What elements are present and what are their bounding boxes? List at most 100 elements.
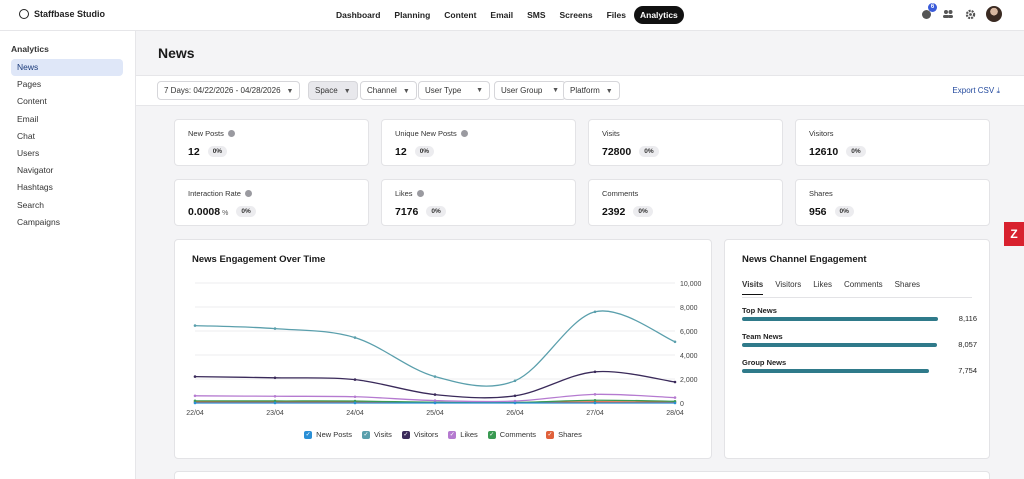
data-point-visitors[interactable] (673, 380, 677, 384)
data-point-likes[interactable] (193, 394, 197, 398)
data-point-visitors[interactable] (433, 393, 437, 396)
sidebar-item-navigator[interactable]: Navigator (17, 165, 54, 176)
sidebar-item-news[interactable]: News (11, 59, 123, 77)
users-icon[interactable] (942, 8, 954, 20)
sidebar-item-email[interactable]: Email (17, 113, 39, 124)
nav-email[interactable]: Email (490, 10, 514, 20)
nav-analytics[interactable]: Analytics (633, 6, 684, 24)
legend-item-shares[interactable]: ✓ Shares (546, 430, 582, 439)
data-point-visits[interactable] (513, 379, 517, 383)
change-badge: 0% (633, 206, 653, 217)
data-point-visitors[interactable] (353, 378, 357, 381)
stat-value: 12610 0% (809, 146, 866, 158)
avatar[interactable] (986, 6, 1002, 22)
data-point-comments[interactable] (593, 398, 597, 402)
sidebar-item-content[interactable]: Content (17, 96, 47, 107)
data-point-comments[interactable] (273, 399, 277, 403)
sidebar-item-users[interactable]: Users (17, 147, 40, 158)
channel-row[interactable]: Team News 8,057 (742, 332, 977, 358)
nav-planning[interactable]: Planning (394, 10, 431, 20)
info-icon[interactable] (416, 190, 424, 197)
space-filter[interactable]: Space ▼ (308, 81, 358, 100)
data-point-visits[interactable] (673, 340, 677, 344)
x-tick-label: 28/04 (666, 410, 684, 417)
data-point-new-posts[interactable] (193, 401, 197, 405)
change-badge: 0% (207, 146, 228, 157)
legend-item-comments[interactable]: ✓ Comments (487, 430, 536, 439)
tab-shares[interactable]: Shares (894, 280, 921, 289)
user-type-filter[interactable]: User Type ▼ (418, 81, 490, 100)
data-point-visitors[interactable] (593, 370, 597, 374)
data-point-new-posts[interactable] (273, 401, 277, 405)
data-point-likes[interactable] (593, 393, 597, 396)
sidebar-item-pages[interactable]: Pages (17, 79, 42, 90)
platform-filter[interactable]: Platform ▼ (563, 81, 620, 100)
info-icon[interactable] (244, 190, 252, 197)
sidebar-item-search[interactable]: Search (17, 199, 44, 210)
tab-likes[interactable]: Likes (813, 280, 832, 289)
data-point-visits[interactable] (593, 310, 597, 314)
gear-icon[interactable] (964, 8, 976, 20)
data-point-likes[interactable] (353, 395, 357, 399)
nav-dashboard[interactable]: Dashboard (336, 10, 381, 20)
sidebar-item-campaigns[interactable]: Campaigns (17, 216, 60, 227)
sidebar-item-hashtags[interactable]: Hashtags (17, 182, 53, 193)
data-point-visits[interactable] (193, 324, 197, 327)
data-point-visits[interactable] (433, 375, 437, 378)
data-point-visits[interactable] (353, 336, 357, 339)
data-point-likes[interactable] (513, 399, 517, 403)
filter-bar: 7 Days: 04/22/2026 - 04/28/2026 ▼ Space ▼ … (136, 75, 1024, 106)
date-range-filter[interactable]: 7 Days: 04/22/2026 - 04/28/2026 ▼ (157, 81, 301, 100)
nav-screens[interactable]: Screens (559, 10, 593, 20)
y-tick-label: 10,000 (680, 281, 702, 288)
sidebar-title: Analytics (11, 44, 49, 54)
data-point-visitors[interactable] (273, 376, 277, 380)
legend-item-visits[interactable]: ✓ Visits (362, 430, 392, 439)
channel-value: 7,754 (958, 366, 977, 375)
x-tick-label: 25/04 (426, 410, 444, 417)
stat-label: New Posts (188, 129, 235, 138)
data-point-comments[interactable] (353, 399, 357, 403)
data-point-visits[interactable] (273, 327, 277, 330)
data-point-likes[interactable] (673, 396, 677, 399)
export-csv-button[interactable]: Export CSV ⤓ (952, 86, 1000, 96)
tab-comments[interactable]: Comments (843, 280, 883, 289)
info-icon[interactable] (460, 130, 468, 137)
data-point-new-posts[interactable] (513, 401, 517, 405)
data-point-new-posts[interactable] (593, 401, 597, 405)
data-point-likes[interactable] (433, 399, 437, 402)
nav-sms[interactable]: SMS (527, 10, 546, 20)
stat-card-visitors: Visitors 12610 0% (795, 119, 990, 166)
tab-visits[interactable]: Visits (742, 280, 764, 295)
data-point-new-posts[interactable] (673, 401, 677, 405)
channel-filter[interactable]: Channel ▼ (360, 81, 417, 100)
nav-content[interactable]: Content (444, 10, 477, 20)
change-badge: 0% (639, 146, 659, 157)
notifications-icon[interactable]: 6 (920, 3, 937, 20)
legend-label: Shares (558, 430, 582, 439)
checkbox-icon: ✓ (546, 430, 555, 439)
data-point-visitors[interactable] (513, 394, 517, 398)
nav-files[interactable]: Files (606, 10, 626, 20)
data-point-new-posts[interactable] (433, 401, 437, 405)
data-point-visitors[interactable] (193, 375, 197, 378)
chevron-down-icon: ▼ (343, 88, 351, 95)
channel-row[interactable]: Group News 7,754 (742, 358, 977, 384)
info-icon[interactable] (227, 130, 235, 137)
data-point-comments[interactable] (193, 399, 197, 403)
brand[interactable]: Staffbase Studio (19, 9, 105, 19)
user-group-filter[interactable]: User Group ▼ (494, 81, 566, 100)
zendesk-widget-icon[interactable]: Z (1004, 222, 1024, 246)
legend-item-new-posts[interactable]: ✓ New Posts (304, 430, 352, 439)
channel-row[interactable]: Top News 8,116 (742, 306, 977, 332)
data-point-new-posts[interactable] (353, 401, 357, 405)
sidebar-item-chat[interactable]: Chat (17, 130, 35, 141)
y-tick-label: 6,000 (680, 329, 698, 336)
legend-item-visitors[interactable]: ✓ Visitors (401, 430, 438, 439)
stat-value: 7176 0% (395, 206, 446, 218)
data-point-likes[interactable] (273, 394, 277, 398)
y-tick-label: 4,000 (680, 353, 698, 360)
tab-visitors[interactable]: Visitors (775, 280, 802, 289)
stat-label: Likes (395, 189, 424, 198)
legend-item-likes[interactable]: ✓ Likes (448, 430, 478, 439)
